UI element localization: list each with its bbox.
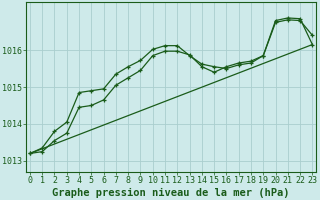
X-axis label: Graphe pression niveau de la mer (hPa): Graphe pression niveau de la mer (hPa): [52, 188, 290, 198]
